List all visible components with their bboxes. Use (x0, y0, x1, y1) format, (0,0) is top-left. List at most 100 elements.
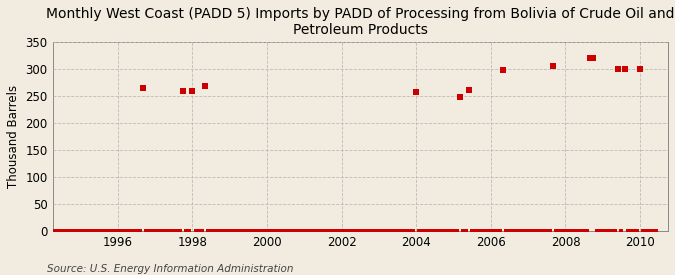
Point (243, 229, 254, 233)
Point (367, 229, 378, 233)
Point (389, 229, 400, 233)
Point (100, 229, 111, 233)
Point (650, 229, 661, 233)
Point (483, 229, 493, 233)
Point (473, 229, 484, 233)
Point (522, 229, 533, 233)
Point (570, 229, 580, 233)
Point (520, 229, 531, 233)
Point (439, 229, 450, 233)
Point (563, 229, 574, 233)
Point (429, 229, 440, 233)
Point (184, 229, 195, 233)
Point (284, 229, 294, 233)
Title: Monthly West Coast (PADD 5) Imports by PADD of Processing from Bolivia of Crude : Monthly West Coast (PADD 5) Imports by P… (46, 7, 674, 37)
Point (566, 229, 577, 233)
Point (647, 229, 658, 233)
Point (342, 229, 353, 233)
Point (408, 229, 418, 233)
Point (491, 229, 502, 233)
Point (109, 229, 120, 233)
Point (377, 229, 387, 233)
Point (227, 229, 238, 233)
Point (171, 229, 182, 233)
Point (115, 229, 126, 233)
Point (90, 229, 101, 233)
Point (324, 229, 335, 233)
Point (371, 229, 381, 233)
Point (442, 229, 453, 233)
Point (162, 229, 173, 233)
Point (470, 229, 481, 233)
Point (349, 229, 360, 233)
Point (165, 229, 176, 233)
Point (417, 229, 428, 233)
Point (193, 229, 204, 233)
Point (532, 229, 543, 233)
Point (287, 229, 298, 233)
Point (361, 229, 372, 233)
Point (53, 229, 64, 233)
Point (321, 229, 331, 233)
Point (277, 229, 288, 233)
Point (383, 229, 394, 233)
Point (315, 229, 325, 233)
Point (373, 229, 384, 233)
Point (190, 229, 201, 233)
Point (454, 95, 465, 100)
Point (202, 229, 213, 233)
Point (57, 229, 68, 233)
Point (628, 229, 639, 233)
Point (38, 229, 49, 233)
Point (218, 229, 229, 233)
Point (421, 229, 431, 233)
Point (178, 89, 188, 93)
Point (249, 229, 260, 233)
Point (560, 229, 571, 233)
Point (138, 86, 148, 90)
Point (632, 229, 643, 233)
Point (274, 229, 285, 233)
Point (82, 229, 92, 233)
Point (458, 229, 468, 233)
Point (262, 229, 273, 233)
Point (212, 229, 223, 233)
Point (445, 229, 456, 233)
Point (159, 229, 170, 233)
Point (94, 229, 105, 233)
Point (311, 229, 322, 233)
Point (358, 229, 369, 233)
Point (616, 229, 627, 233)
Point (613, 67, 624, 72)
Point (404, 229, 415, 233)
Point (330, 229, 341, 233)
Point (594, 229, 605, 233)
Point (122, 229, 132, 233)
Point (169, 229, 180, 233)
Point (305, 229, 316, 233)
Point (476, 229, 487, 233)
Point (572, 229, 583, 233)
Point (333, 229, 344, 233)
Point (268, 229, 279, 233)
Point (237, 229, 248, 233)
Point (501, 229, 512, 233)
Point (246, 229, 257, 233)
Point (69, 229, 80, 233)
Point (215, 229, 226, 233)
Point (240, 229, 250, 233)
Point (156, 229, 167, 233)
Point (464, 88, 475, 92)
Point (516, 229, 527, 233)
Point (607, 229, 618, 233)
Point (106, 229, 117, 233)
Point (498, 68, 509, 73)
Point (504, 229, 515, 233)
Point (113, 229, 124, 233)
Point (134, 229, 145, 233)
Point (634, 67, 645, 71)
Point (433, 229, 443, 233)
Point (255, 229, 266, 233)
Point (448, 229, 459, 233)
Point (541, 229, 552, 233)
